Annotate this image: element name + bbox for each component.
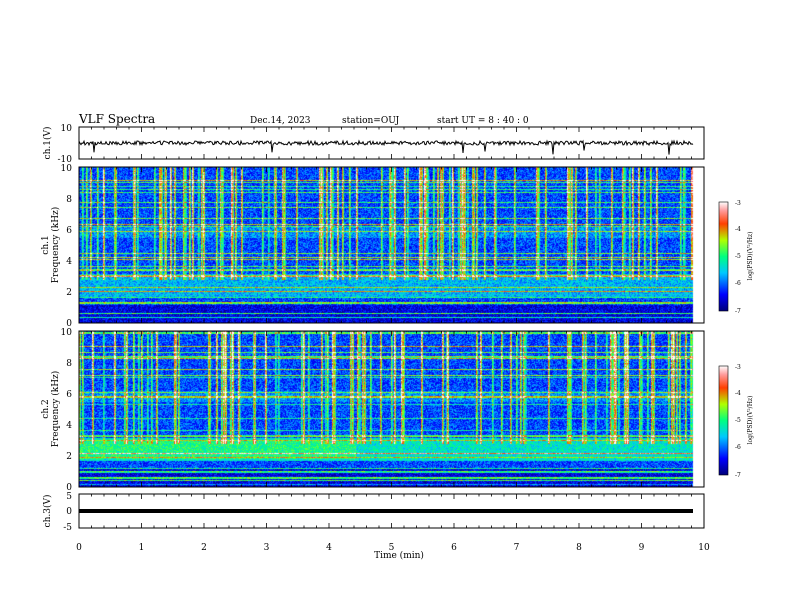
ch2-spectrogram-ylabel-b: Frequency (kHz) — [50, 371, 61, 448]
x-axis: 0 1 2 3 4 5 6 7 8 9 10 Time (min) — [76, 543, 710, 561]
ch1-cbar-tick-m6: -6 — [735, 280, 741, 287]
ch1-freq-tick-2: 2 — [66, 288, 72, 298]
ch1-cbar-tick-m4: -4 — [735, 226, 741, 233]
xtick-8: 8 — [576, 543, 582, 553]
ch3-ylabel: ch.3(V) — [42, 495, 53, 528]
ch1-freq-tick-8: 8 — [66, 195, 72, 205]
xtick-2: 2 — [201, 543, 207, 553]
ch2-freq-tick-8: 8 — [66, 359, 72, 369]
ch1-ytick-top: 10 — [61, 124, 73, 134]
ch3-ytick-bottom: -5 — [63, 523, 72, 533]
ch1-spectrogram-panel: 0 2 4 6 8 10 ch.1 Frequency (kHz) — [41, 164, 705, 329]
ch2-cbar-tick-m3: -3 — [735, 364, 741, 371]
xtick-4: 4 — [326, 543, 332, 553]
ch1-freq-tick-0: 0 — [66, 319, 72, 329]
ch1-spectrogram-ylabel-b: Frequency (kHz) — [50, 207, 61, 284]
ch2-spectrogram-image — [79, 331, 704, 487]
xtick-6: 6 — [451, 543, 457, 553]
ch2-cbar-tick-m5: -5 — [735, 417, 741, 424]
ch3-waveform-trace — [79, 509, 693, 513]
ch1-spectrogram-ylabel-a: ch.1 — [41, 235, 51, 254]
ch2-colorbar-label: log(PSD)(V²/Hz) — [747, 396, 754, 445]
ch2-freq-tick-6: 6 — [66, 390, 72, 400]
ch2-freq-tick-0: 0 — [66, 483, 72, 493]
ch1-freq-tick-6: 6 — [66, 226, 72, 236]
figure-title: VLF Spectra — [78, 112, 155, 126]
xtick-10: 10 — [698, 543, 710, 553]
ch1-spectrogram-image — [79, 167, 704, 323]
ch1-cbar-tick-m3: -3 — [735, 200, 741, 207]
ch1-ytick-bottom: -10 — [58, 155, 73, 165]
ch1-freq-tick-10: 10 — [61, 164, 73, 174]
start-time-label: start UT = 8 : 40 : 0 — [437, 116, 529, 126]
ch1-colorbar: -3 -4 -5 -6 -7 log(PSD)(V²/Hz) — [718, 200, 754, 315]
ch2-spectrogram-panel: 0 2 4 6 8 10 ch.2 Frequency (kHz) — [41, 328, 705, 493]
xtick-3: 3 — [264, 543, 270, 553]
ch2-freq-tick-4: 4 — [66, 421, 72, 431]
xtick-0: 0 — [76, 543, 82, 553]
ch2-cbar-tick-m4: -4 — [735, 390, 741, 397]
ch1-cbar-tick-m7: -7 — [735, 308, 741, 315]
x-axis-label: Time (min) — [374, 550, 424, 561]
axis-tick-marks — [78, 127, 705, 528]
ch1-colorbar-gradient — [718, 201, 729, 312]
xtick-9: 9 — [639, 543, 645, 553]
ch2-freq-tick-10: 10 — [61, 328, 73, 338]
ch1-colorbar-label: log(PSD)(V²/Hz) — [747, 232, 754, 281]
xtick-7: 7 — [514, 543, 520, 553]
ch1-waveform-trace — [78, 139, 694, 155]
xtick-5: 5 — [389, 543, 395, 553]
ch2-cbar-tick-m7: -7 — [735, 472, 741, 479]
xtick-1: 1 — [139, 543, 145, 553]
ch1-cbar-tick-m5: -5 — [735, 253, 741, 260]
ch2-spectrogram-ylabel-a: ch.2 — [41, 399, 51, 418]
ch1-ylabel: ch.1(V) — [42, 127, 53, 160]
ch2-colorbar-gradient — [718, 365, 729, 476]
date-label: Dec.14, 2023 — [250, 116, 311, 126]
ch1-waveform-panel: 10 -10 ch.1(V) — [42, 124, 705, 165]
ch1-freq-tick-4: 4 — [66, 257, 72, 267]
station-label: station=OUJ — [342, 116, 400, 126]
ch2-colorbar: -3 -4 -5 -6 -7 log(PSD)(V²/Hz) — [718, 364, 754, 479]
ch2-cbar-tick-m6: -6 — [735, 444, 741, 451]
ch2-freq-tick-2: 2 — [66, 452, 72, 462]
ch3-ytick-top: 5 — [66, 492, 72, 502]
ch3-ytick-mid: 0 — [66, 507, 72, 517]
